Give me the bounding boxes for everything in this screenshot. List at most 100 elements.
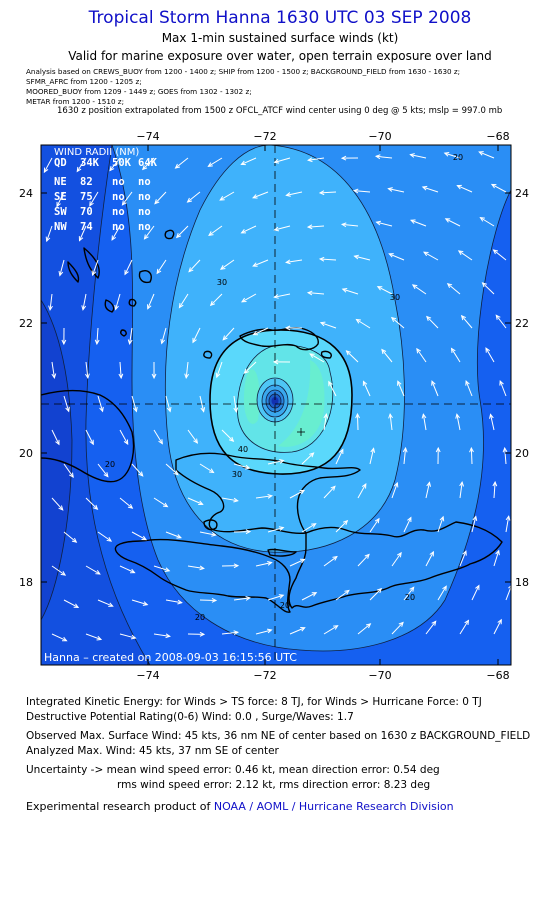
wind-vector-arrowhead (353, 254, 359, 260)
wind-vector (357, 623, 371, 635)
wind-vector-arrowhead (273, 158, 280, 164)
wind-vector (470, 447, 473, 465)
wind-radii-cell: no (138, 176, 151, 188)
wind-vector-arrowhead (89, 439, 94, 446)
wind-vector (76, 157, 87, 172)
wind-vector (376, 221, 393, 227)
wind-vector-arrowhead (472, 515, 478, 521)
wind-vector (131, 463, 144, 477)
lat-tick-label-right: 20 (515, 447, 529, 460)
wind-vector-arrowhead (219, 265, 226, 270)
wind-vector (115, 293, 121, 310)
wind-vector (323, 414, 327, 431)
wind-vector (109, 157, 121, 171)
wind-vector-arrowhead (200, 407, 206, 413)
uncertainty-line: Uncertainty -> mean wind speed error: 0.… (26, 764, 440, 776)
wind-vector-arrowhead (435, 446, 441, 453)
wind-vector-arrowhead (499, 380, 504, 386)
wind-vector (188, 259, 201, 273)
wind-vector (51, 429, 60, 445)
wind-vector (479, 151, 495, 159)
wind-vector (505, 516, 510, 533)
wind-vector (319, 191, 337, 194)
wind-vector-arrowhead (446, 282, 453, 289)
wind-vector (241, 225, 257, 234)
wind-vector-arrowhead (127, 339, 133, 345)
wind-radii-header: 50K (112, 157, 132, 169)
wind-vector (323, 556, 338, 567)
wind-vector-arrowhead (459, 481, 465, 487)
wind-vector-arrowhead (130, 568, 136, 574)
wind-vector-arrowhead (178, 302, 184, 309)
wind-vector (412, 284, 427, 295)
contour-label: 20 (453, 153, 463, 162)
contour-label: 20 (405, 593, 415, 602)
wind-vector-arrowhead (240, 160, 246, 166)
wind-vector-arrowhead (156, 268, 162, 275)
wind-vector (403, 586, 415, 601)
wind-vector (354, 255, 371, 261)
wind-vector-arrowhead (61, 339, 67, 346)
wind-vectors (43, 151, 511, 642)
wind-vector-arrowhead (233, 497, 239, 503)
wind-vector (49, 293, 53, 310)
wind-vector (459, 482, 463, 499)
wind-vector (320, 322, 337, 329)
wind-vector-arrowhead (376, 286, 383, 291)
wind-vector (356, 413, 359, 431)
wind-vector (51, 633, 67, 642)
uncertainty-rms-line: rms wind speed error: 2.12 kt, rms direc… (117, 779, 431, 791)
wind-vector-arrowhead (416, 347, 422, 354)
wind-vector (397, 381, 405, 397)
wind-vector-arrowhead (340, 222, 347, 228)
wind-vector (219, 191, 235, 201)
wind-vector-arrowhead (345, 350, 351, 356)
wind-vector-arrowhead (457, 250, 464, 256)
wind-vector-arrowhead (133, 406, 138, 413)
wind-vector-arrowhead (118, 373, 124, 380)
map-axis-labels: −74 −74 −72 −72 −70 −70 −68 −68 24 24 22 22 20 20 18 18 (19, 130, 529, 682)
wind-radii-cell: SW (54, 206, 67, 218)
wind-vector-arrowhead (455, 413, 460, 419)
validity-note: Valid for marine exposure over water, op… (68, 49, 492, 63)
wind-vector (493, 249, 507, 261)
wind-vector (89, 191, 99, 206)
wind-vector-arrowhead (285, 259, 291, 265)
wind-vector (381, 349, 393, 363)
wind-vector (147, 293, 155, 309)
lon-tick-label-bottom: −72 (253, 669, 276, 682)
wind-vector (471, 516, 477, 533)
wind-vector-arrowhead (252, 330, 258, 336)
wind-vector (493, 619, 502, 635)
wind-vector-arrowhead (397, 380, 402, 386)
wind-vector (267, 527, 284, 533)
wind-vector-arrowhead (241, 297, 247, 303)
wind-vector-arrowhead (48, 305, 53, 312)
wind-vector-arrowhead (108, 602, 114, 607)
wind-vector (431, 380, 439, 397)
wind-vector-arrowhead (311, 523, 317, 528)
lat-tick-label-left: 24 (19, 187, 33, 200)
wind-vector-arrowhead (465, 380, 470, 386)
wind-vector-arrowhead (342, 519, 349, 526)
wind-vector (222, 327, 235, 341)
wind-radii-cell: no (112, 191, 125, 203)
coastlines (41, 229, 503, 613)
lon-tick-label-top: −72 (253, 130, 276, 143)
wind-vector (423, 251, 439, 261)
wind-vector (389, 253, 405, 261)
wind-vector (471, 585, 480, 601)
wind-vector (335, 520, 348, 533)
wind-vector-arrowhead (165, 633, 171, 639)
wind-vector-arrowhead (450, 347, 456, 353)
lat-tick-label-right: 24 (515, 187, 529, 200)
wind-vector-arrowhead (62, 636, 68, 642)
wind-vector-arrowhead (411, 284, 418, 290)
wind-vector (490, 414, 495, 431)
wind-vector-arrowhead (173, 470, 179, 476)
isotach-contours (41, 145, 511, 665)
wind-vector (79, 225, 87, 241)
wind-vector-arrowhead (299, 489, 306, 495)
wind-vector (131, 599, 148, 606)
credit-org-link[interactable]: NOAA / AOML / Hurricane Research Divisio… (213, 800, 454, 813)
